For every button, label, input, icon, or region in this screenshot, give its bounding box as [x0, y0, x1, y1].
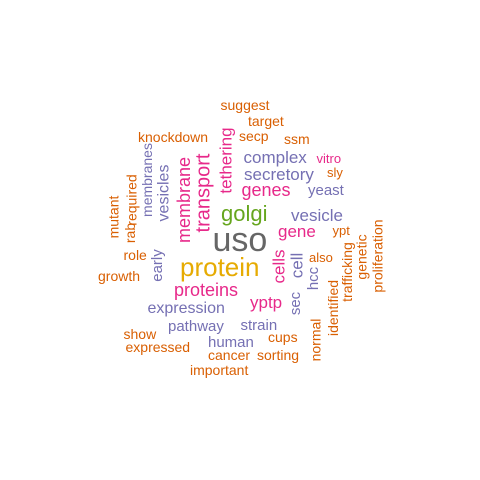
- word-membranes: membranes: [138, 143, 155, 217]
- word-secp: secp: [239, 128, 269, 144]
- word-gene: gene: [278, 221, 316, 241]
- word-genetic: genetic: [353, 234, 370, 280]
- word-pathway: pathway: [168, 317, 224, 335]
- word-normal: normal: [306, 318, 323, 362]
- word-ssm: ssm: [284, 131, 310, 147]
- word-growth: growth: [98, 268, 141, 284]
- word-proliferation: proliferation: [369, 219, 386, 293]
- word-cups: cups: [268, 329, 298, 345]
- word-yptp: yptp: [250, 292, 283, 312]
- word-role: role: [123, 247, 147, 263]
- word-vesicles: vesicles: [154, 164, 172, 222]
- word-also: also: [309, 249, 333, 265]
- word-cell: cell: [287, 252, 307, 278]
- word-sorting: sorting: [257, 347, 300, 363]
- word-protein: protein: [180, 252, 260, 282]
- word-yeast: yeast: [308, 181, 344, 199]
- word-complex: complex: [243, 147, 307, 167]
- word-membrane: membrane: [174, 156, 195, 244]
- word-show: show: [123, 326, 157, 342]
- word-secretory: secretory: [244, 164, 314, 184]
- word-suggest: suggest: [220, 97, 270, 113]
- word-hcc: hcc: [304, 266, 322, 290]
- word-golgi: golgi: [221, 201, 268, 226]
- word-mutant: mutant: [104, 195, 121, 239]
- word-sly: sly: [327, 164, 343, 180]
- word-sec: sec: [286, 291, 304, 315]
- word-required: required: [123, 174, 140, 226]
- word-uso: uso: [212, 221, 268, 259]
- word-early: early: [148, 248, 166, 282]
- word-vitro: vitro: [316, 150, 342, 166]
- word-important: important: [190, 362, 249, 378]
- word-target: target: [248, 113, 284, 129]
- word-cancer: cancer: [208, 347, 251, 363]
- word-rab: rab: [122, 222, 139, 244]
- word-knockdown: knockdown: [138, 129, 209, 145]
- word-strain: strain: [240, 316, 278, 334]
- word-vesicle: vesicle: [291, 205, 343, 225]
- word-trafficking: trafficking: [338, 242, 355, 302]
- word-human: human: [208, 333, 254, 351]
- word-tethering: tethering: [216, 126, 236, 194]
- word-cells: cells: [269, 248, 289, 284]
- word-ypt: ypt: [332, 222, 350, 238]
- word-expression: expression: [147, 300, 225, 317]
- word-genes: genes: [241, 180, 291, 200]
- word-transport: transport: [191, 153, 214, 233]
- word-proteins: proteins: [174, 280, 239, 300]
- word-expressed: expressed: [125, 339, 191, 355]
